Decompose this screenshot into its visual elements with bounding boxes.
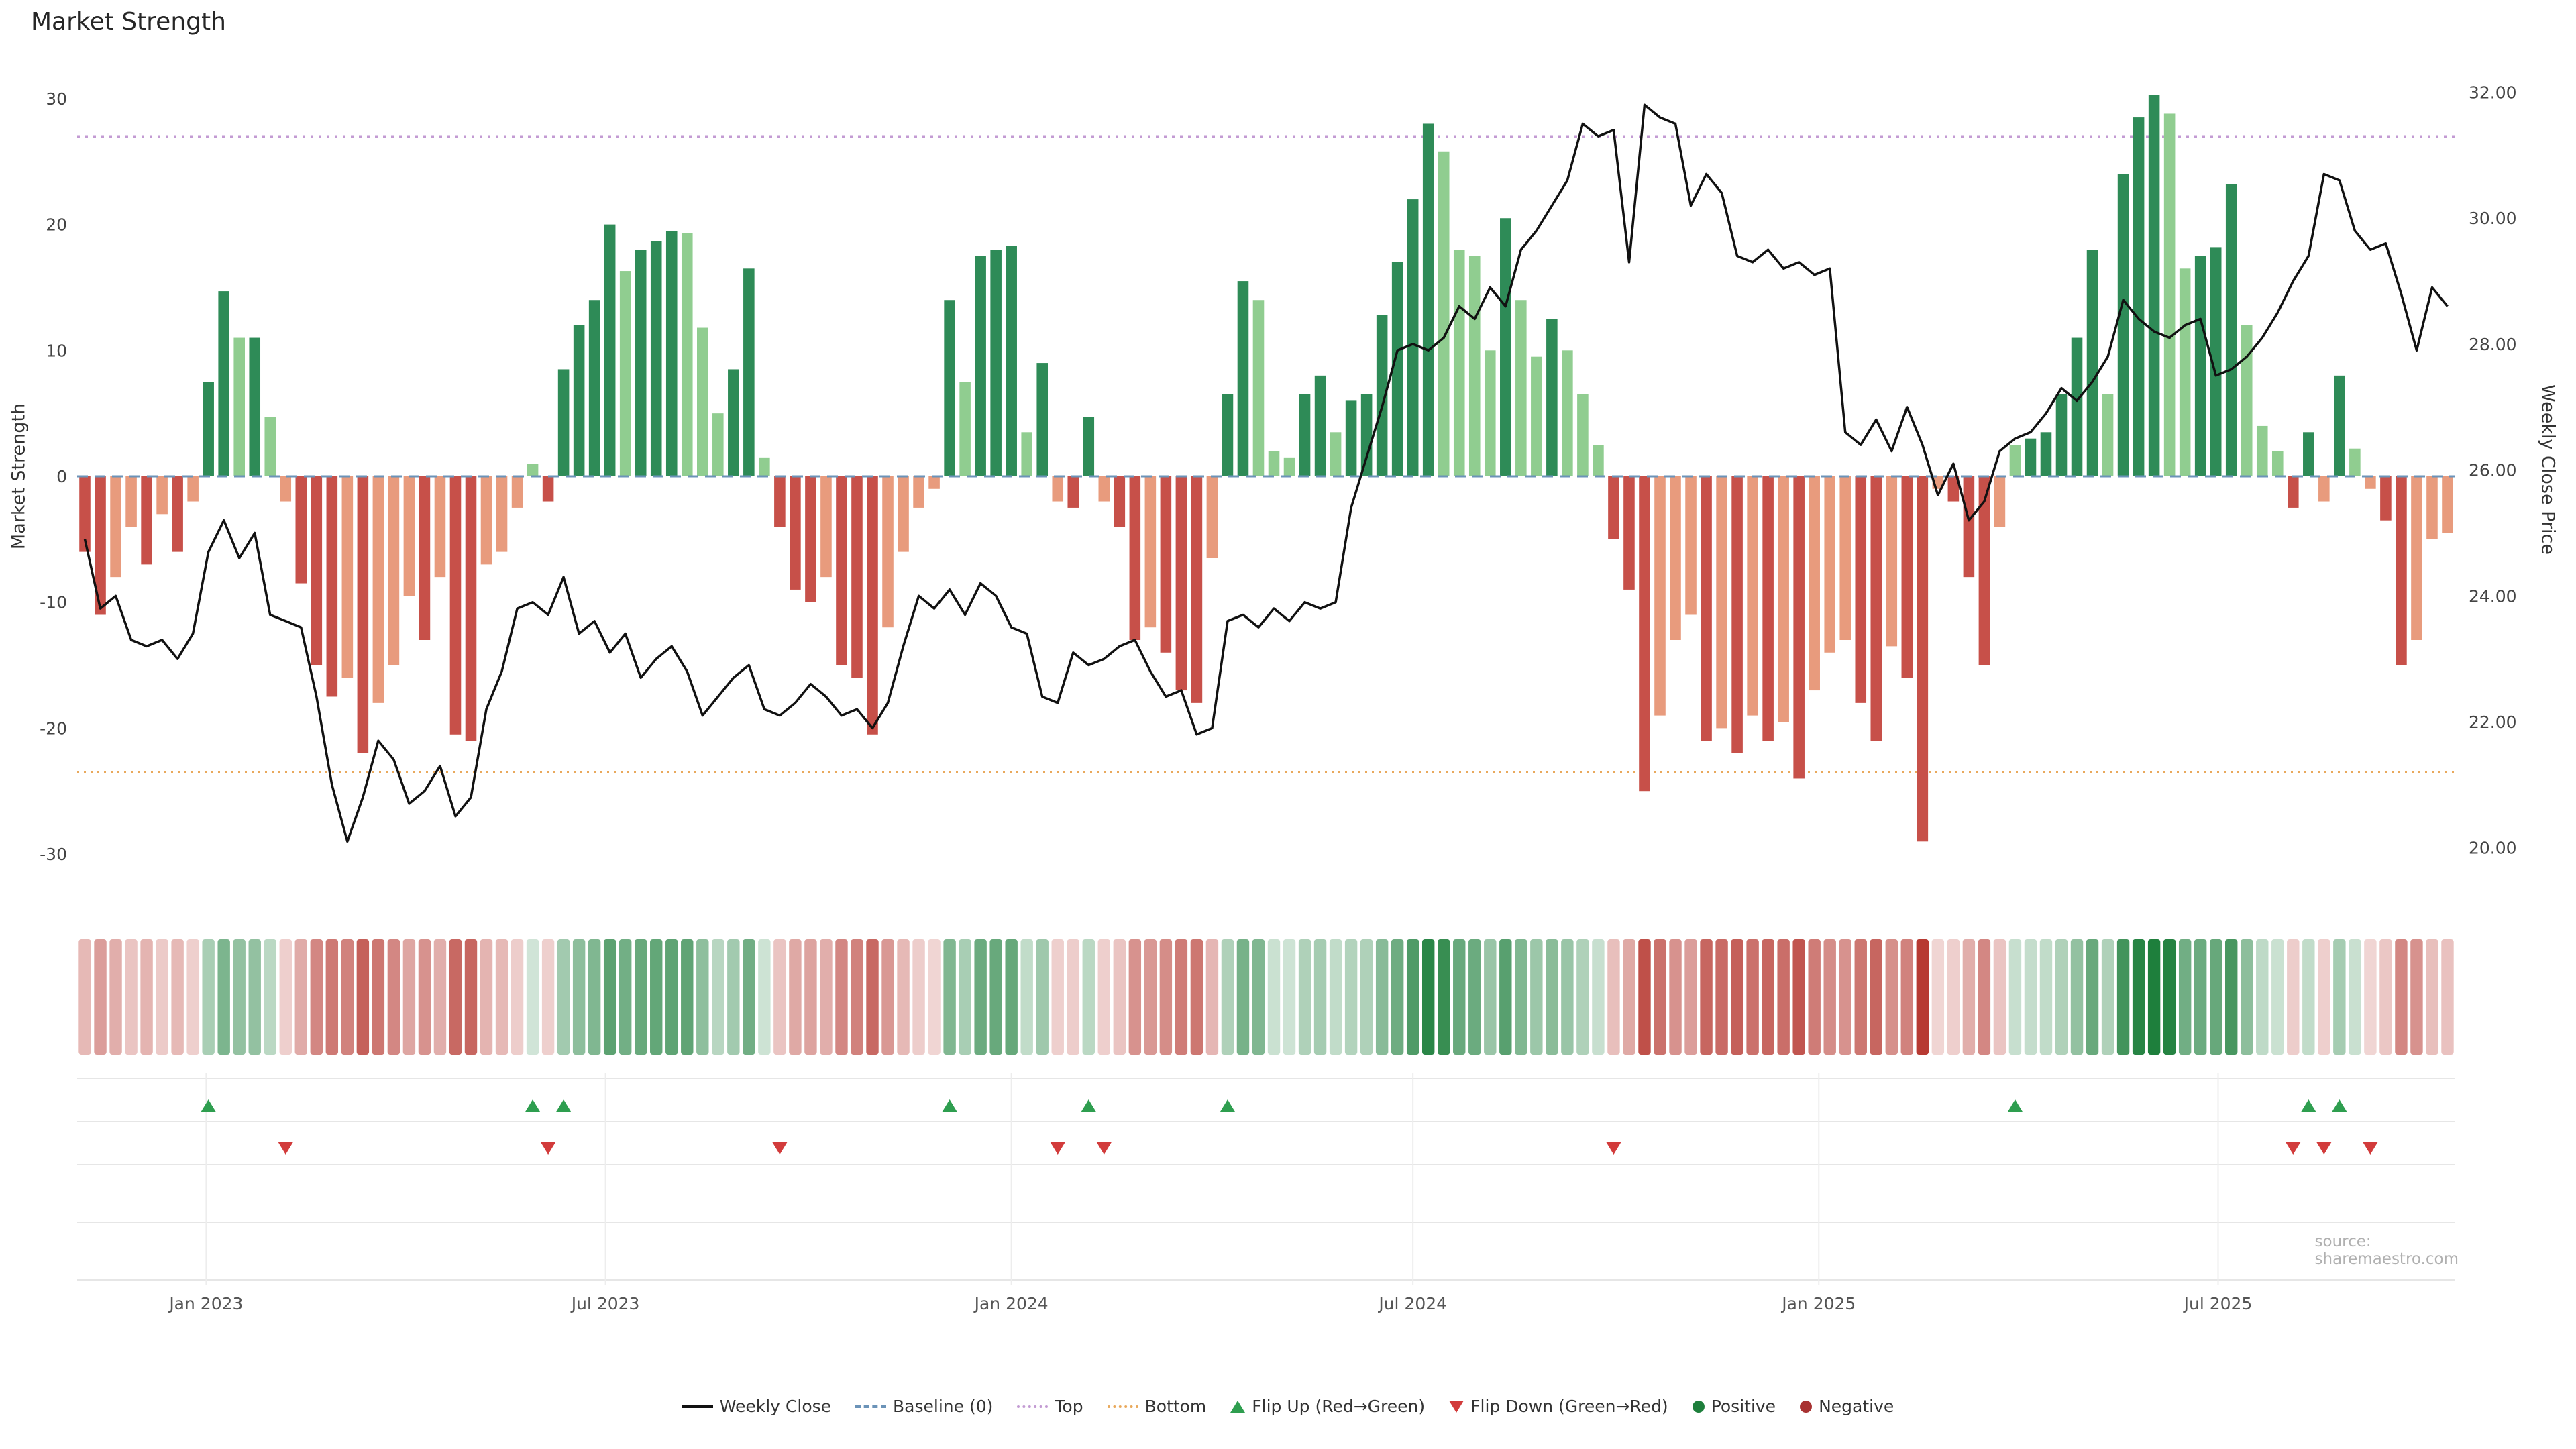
svg-text:-30: -30 — [40, 845, 67, 864]
legend-item-bottom: Bottom — [1107, 1397, 1207, 1416]
legend-item-negative: Negative — [1800, 1397, 1894, 1416]
svg-text:22.00: 22.00 — [2469, 712, 2517, 732]
bottom-dotted-icon — [1107, 1405, 1138, 1408]
strength-heatmap-strip — [78, 939, 2454, 1055]
chart-legend: Weekly Close Baseline (0) Top Bottom Fli… — [0, 1397, 2576, 1416]
legend-item-weekly-close: Weekly Close — [682, 1397, 831, 1416]
reference-lines — [77, 135, 2455, 773]
page-title: Market Strength — [31, 8, 226, 36]
svg-text:30.00: 30.00 — [2469, 209, 2517, 228]
legend-label: Weekly Close — [719, 1397, 832, 1416]
svg-text:Jan 2024: Jan 2024 — [973, 1294, 1049, 1313]
source-credit: source: sharemaestro.com — [2314, 1233, 2459, 1268]
svg-text:10: 10 — [46, 341, 67, 360]
legend-item-flip-down: Flip Down (Green→Red) — [1449, 1397, 1668, 1416]
svg-text:Jul 2025: Jul 2025 — [2183, 1294, 2253, 1313]
svg-text:20.00: 20.00 — [2469, 839, 2517, 858]
svg-text:-20: -20 — [40, 718, 67, 738]
negative-dot-icon — [1800, 1400, 1813, 1413]
svg-text:24.00: 24.00 — [2469, 586, 2517, 606]
legend-label: Flip Up (Red→Green) — [1252, 1397, 1426, 1416]
svg-text:26.00: 26.00 — [2469, 461, 2517, 480]
baseline-dashed-icon — [855, 1405, 887, 1408]
legend-item-baseline: Baseline (0) — [855, 1397, 993, 1416]
svg-text:Jul 2023: Jul 2023 — [570, 1294, 640, 1313]
svg-text:32.00: 32.00 — [2469, 83, 2517, 103]
legend-label: Negative — [1819, 1397, 1894, 1416]
svg-text:20: 20 — [46, 215, 67, 235]
axis-tick-labels: -30 -20 -10 0 10 20 30 20.00 22.00 24.00 26.00 28.0… — [40, 83, 2516, 1313]
weekly-close-line — [83, 103, 2449, 843]
legend-label: Flip Down (Green→Red) — [1470, 1397, 1668, 1416]
svg-text:Jul 2024: Jul 2024 — [1377, 1294, 1447, 1313]
legend-label: Bottom — [1144, 1397, 1207, 1416]
flip-down-triangle-icon — [1449, 1400, 1464, 1413]
positive-dot-icon — [1692, 1400, 1705, 1413]
svg-text:0: 0 — [56, 467, 67, 486]
legend-label: Baseline (0) — [893, 1397, 994, 1416]
legend-item-positive: Positive — [1692, 1397, 1776, 1416]
svg-text:28.00: 28.00 — [2469, 335, 2517, 354]
legend-label: Top — [1055, 1397, 1083, 1416]
legend-item-flip-up: Flip Up (Red→Green) — [1230, 1397, 1425, 1416]
marker-panel-grid — [77, 1073, 2455, 1285]
legend-item-top: Top — [1017, 1397, 1083, 1416]
legend-label: Positive — [1711, 1397, 1776, 1416]
svg-text:30: 30 — [46, 89, 67, 109]
strength-bars — [79, 95, 2453, 842]
svg-text:Jan 2025: Jan 2025 — [1780, 1294, 1856, 1313]
svg-text:-10: -10 — [40, 593, 67, 612]
flip-up-triangle-icon — [1230, 1400, 1246, 1413]
svg-text:Jan 2023: Jan 2023 — [168, 1294, 243, 1313]
flip-markers — [201, 1099, 2378, 1155]
weekly-close-line-icon — [682, 1405, 713, 1408]
top-dotted-icon — [1017, 1405, 1049, 1408]
